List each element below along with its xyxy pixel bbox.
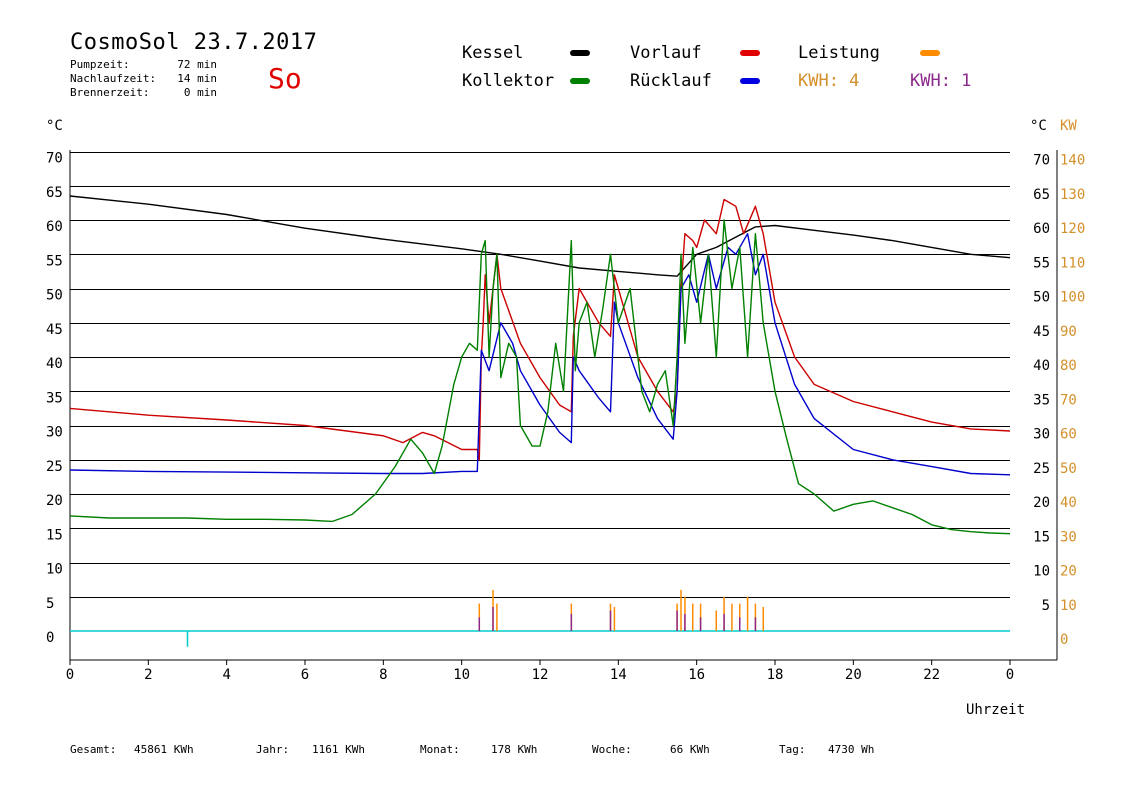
footer-gesamt-label: Gesamt:: [70, 743, 117, 756]
y-tick-left: 0: [46, 630, 54, 646]
y-tick-right-kw: 0: [1060, 632, 1068, 648]
y-tick-right-temp: 20: [1033, 495, 1050, 511]
footer-woche-label: Woche:: [592, 743, 632, 756]
y-tick-right-kw: 50: [1060, 461, 1077, 477]
y-tick-right-kw: 80: [1060, 358, 1077, 374]
x-tick-label: 14: [610, 667, 627, 683]
y-tick-right-kw: 90: [1060, 324, 1077, 340]
x-tick-label: 22: [923, 667, 940, 683]
chart-title: CosmoSol 23.7.2017: [70, 30, 318, 55]
legend-leistung-swatch: [920, 50, 940, 56]
x-tick-label: 2: [144, 667, 152, 683]
legend-kessel-swatch: [570, 50, 590, 56]
footer-woche-value: 66 KWh: [670, 743, 710, 756]
y-tick-right-kw: 70: [1060, 392, 1077, 408]
x-tick-label: 12: [532, 667, 549, 683]
stat-label-pumpzeit: Pumpzeit:: [70, 58, 130, 71]
y-tick-right-temp: 30: [1033, 427, 1050, 443]
y-tick-left: 30: [46, 425, 63, 441]
y-tick-right-temp: 35: [1033, 392, 1050, 408]
day-label: So: [268, 62, 302, 95]
y-tick-left: 70: [46, 151, 63, 167]
legend-kwh-b: KWH: 1: [910, 71, 972, 91]
y-tick-right-kw: 100: [1060, 290, 1085, 306]
legend-leistung: Leistung: [798, 43, 880, 63]
right-unit-kw-label: KW: [1060, 118, 1077, 134]
y-tick-right-temp: 60: [1033, 221, 1050, 237]
y-tick-left: 40: [46, 356, 63, 372]
y-tick-right-temp: 5: [1042, 598, 1050, 614]
x-tick-label: 10: [453, 667, 470, 683]
x-tick-label: 20: [845, 667, 862, 683]
legend-vorlauf: Vorlauf: [630, 43, 702, 63]
footer-monat-label: Monat:: [420, 743, 460, 756]
y-tick-left: 5: [46, 596, 54, 612]
legend-kwh-a: KWH: 4: [798, 71, 860, 91]
x-tick-label: 18: [767, 667, 784, 683]
footer-tag-value: 4730 Wh: [828, 743, 875, 756]
x-tick-label: 4: [222, 667, 230, 683]
legend-kollektor: Kollektor: [462, 71, 555, 91]
left-unit-label: °C: [46, 118, 63, 134]
footer-jahr-value: 1161 KWh: [312, 743, 365, 756]
y-tick-right-kw: 130: [1060, 187, 1085, 203]
y-tick-left: 20: [46, 493, 63, 509]
y-tick-right-temp: 70: [1033, 153, 1050, 169]
y-tick-left: 35: [46, 390, 63, 406]
x-tick-label: 0: [66, 667, 74, 683]
y-tick-left: 50: [46, 288, 63, 304]
stat-value-pumpzeit: 72 min: [177, 58, 217, 71]
y-tick-left: 25: [46, 459, 63, 475]
footer-gesamt-value: 45861 KWh: [134, 743, 194, 756]
stat-value-nachlaufzeit: 14 min: [177, 72, 217, 85]
legend-kollektor-swatch: [570, 78, 590, 84]
y-tick-right-kw: 40: [1060, 495, 1077, 511]
y-tick-right-kw: 120: [1060, 221, 1085, 237]
footer-jahr-label: Jahr:: [256, 743, 290, 756]
footer-tag-label: Tag:: [779, 743, 806, 756]
y-tick-right-temp: 25: [1033, 461, 1050, 477]
y-tick-right-kw: 20: [1060, 564, 1077, 580]
footer-monat-value: 178 KWh: [491, 743, 538, 756]
y-tick-left: 65: [46, 185, 63, 201]
series-line-vorlauf: [69, 198, 1011, 461]
y-tick-left: 15: [46, 527, 63, 543]
y-tick-right-kw: 10: [1060, 598, 1077, 614]
y-tick-right-temp: 40: [1033, 358, 1050, 374]
y-tick-right-temp: 10: [1033, 564, 1050, 580]
y-tick-right-kw: 110: [1060, 255, 1085, 271]
y-tick-left: 45: [46, 322, 63, 338]
legend-ruecklauf: Rücklauf: [630, 71, 712, 91]
x-tick-label: 6: [301, 667, 309, 683]
series-line-ruecklauf: [69, 233, 1011, 476]
x-tick-label: 8: [379, 667, 387, 683]
stat-label-nachlaufzeit: Nachlaufzeit:: [70, 72, 157, 85]
stat-label-brennerzeit: Brennerzeit:: [70, 86, 150, 99]
y-tick-right-temp: 65: [1033, 187, 1050, 203]
y-tick-right-kw: 140: [1060, 153, 1085, 169]
legend-vorlauf-swatch: [740, 50, 760, 56]
legend-kessel: Kessel: [462, 43, 524, 63]
series-line-kessel: [69, 195, 1011, 277]
x-tick-label: 16: [688, 667, 705, 683]
stat-value-brennerzeit: 0 min: [183, 86, 217, 99]
y-tick-left: 60: [46, 219, 63, 235]
y-tick-left: 55: [46, 253, 63, 269]
series-line-kollektor: [69, 219, 1011, 535]
y-tick-right-kw: 60: [1060, 427, 1077, 443]
x-tick-label: 0: [1006, 667, 1014, 683]
x-axis-title: Uhrzeit: [966, 702, 1026, 718]
y-tick-left: 10: [46, 562, 63, 578]
y-tick-right-temp: 50: [1033, 290, 1050, 306]
legend-ruecklauf-swatch: [740, 78, 760, 84]
y-tick-right-temp: 45: [1033, 324, 1050, 340]
right-unit-label: °C: [1030, 118, 1047, 134]
y-tick-right-temp: 15: [1033, 529, 1050, 545]
y-tick-right-temp: 55: [1033, 255, 1050, 271]
y-tick-right-kw: 30: [1060, 529, 1077, 545]
